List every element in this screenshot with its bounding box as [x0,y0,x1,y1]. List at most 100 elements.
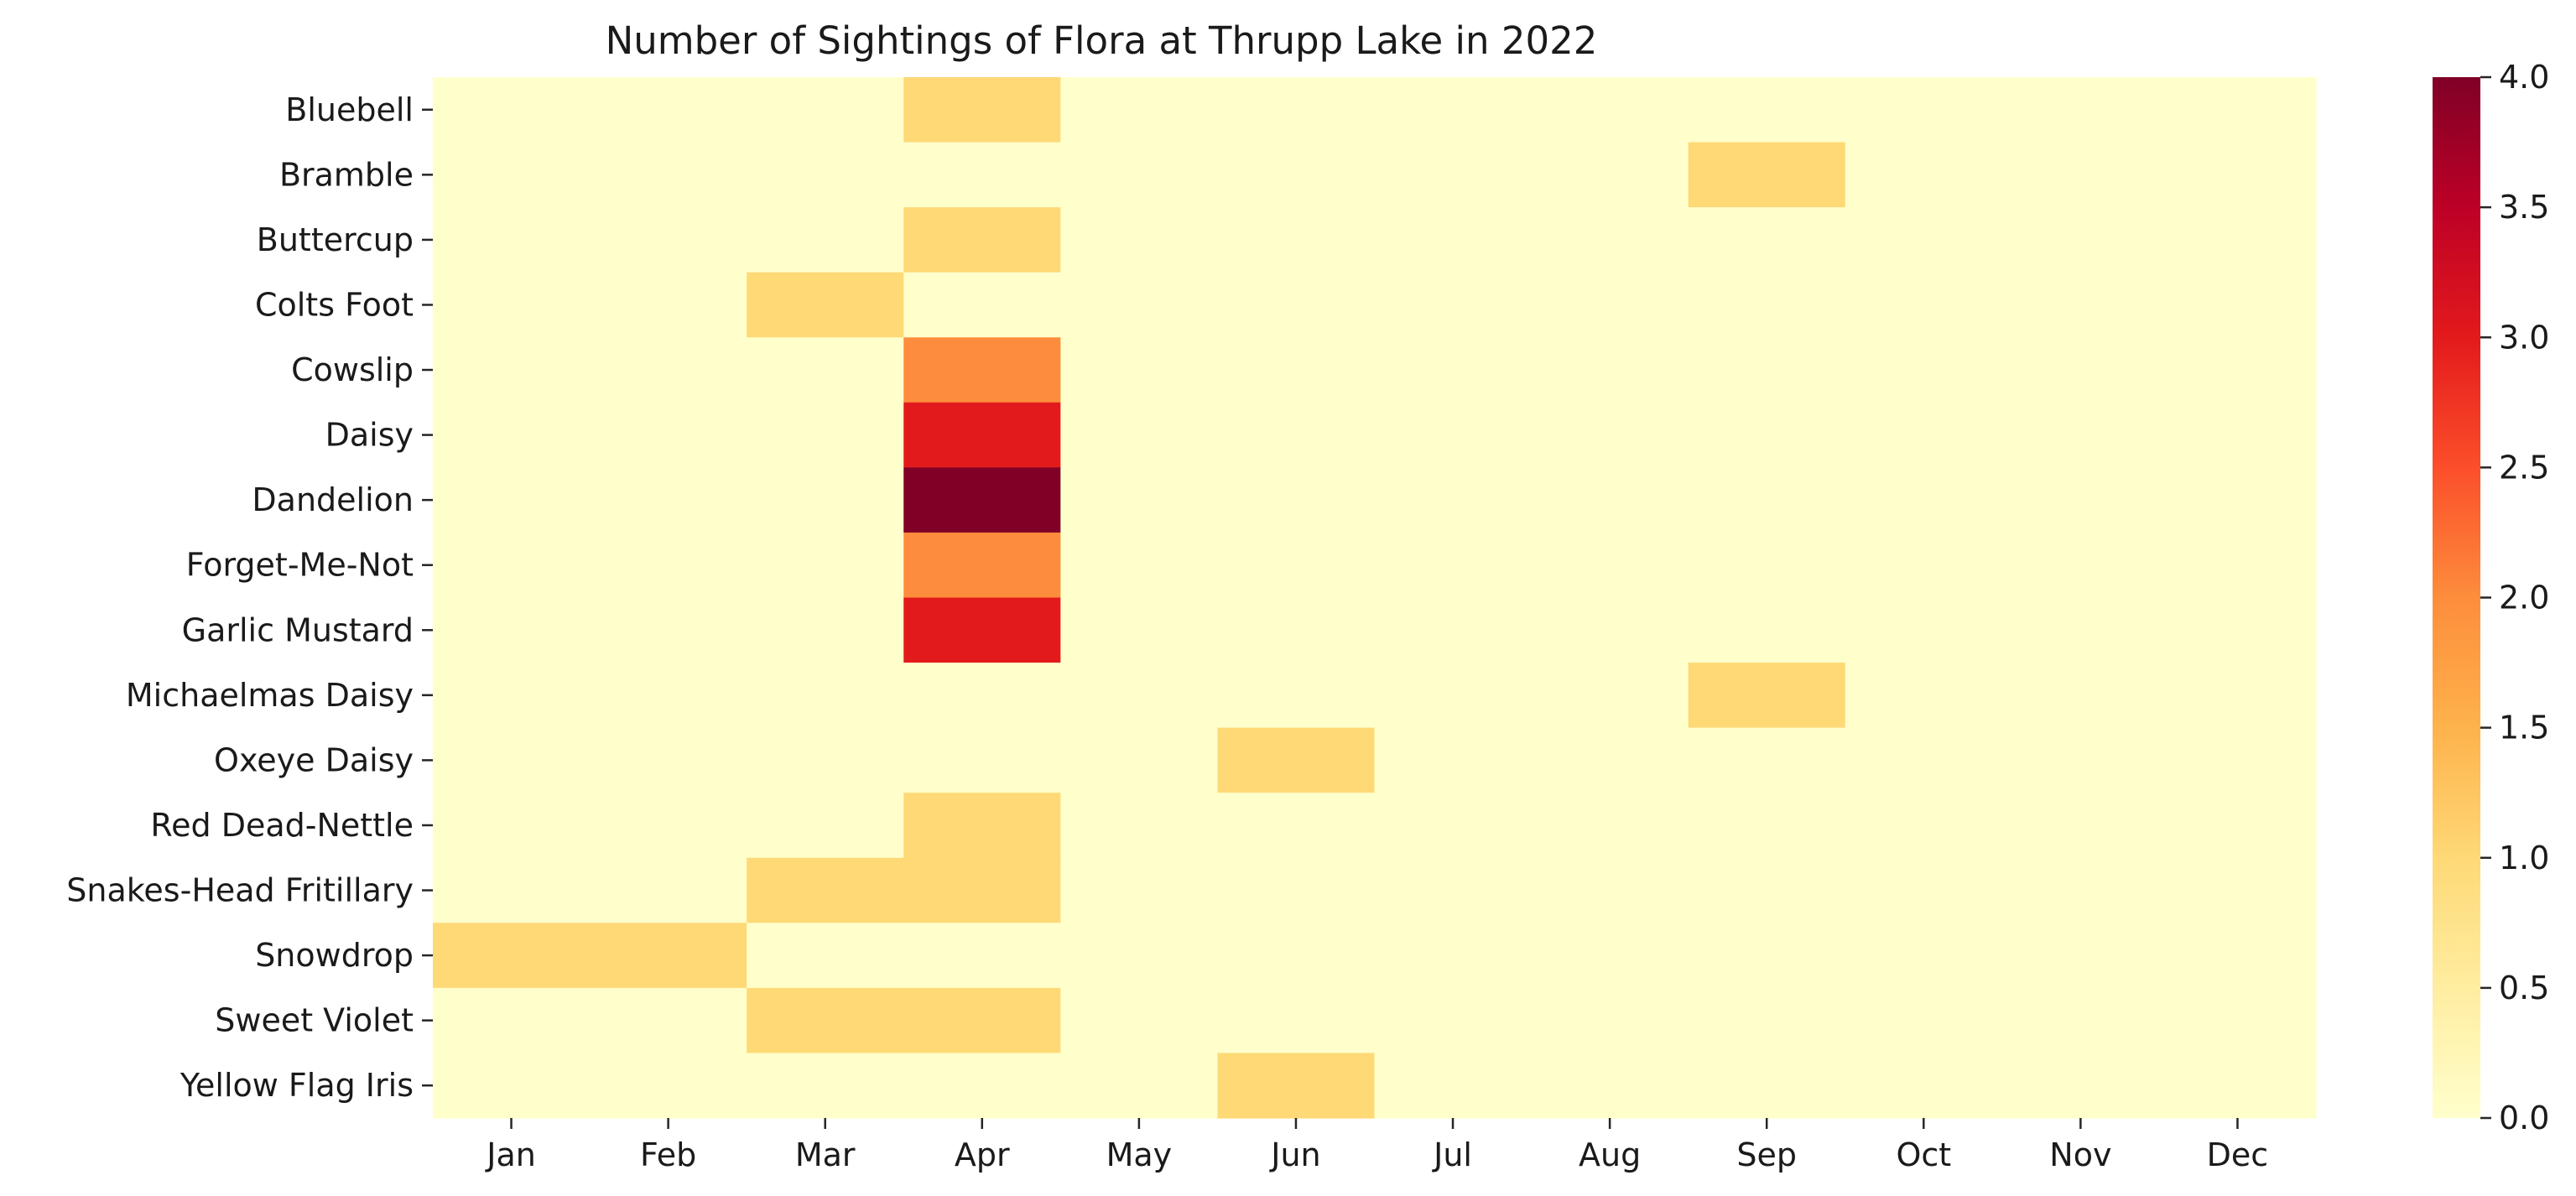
heatmap-cell [2001,793,2160,859]
heatmap-cell [433,142,591,208]
heatmap-cell [433,923,591,989]
heatmap-cell [1688,402,1846,468]
heatmap-cell [1374,857,1533,923]
heatmap-cell [2001,1053,2160,1119]
heatmap-cell [747,923,904,989]
y-tick-label: Michaelmas Daisy [126,677,414,714]
heatmap-cell [2158,77,2317,143]
heatmap-cell [1060,597,1219,663]
heatmap-cell [1531,467,1689,533]
heatmap-cell [1688,857,1846,923]
heatmap-cell [590,987,747,1054]
heatmap-cell [1688,272,1846,338]
heatmap-cell [433,987,591,1054]
y-tick-label: Buttercup [257,221,414,258]
heatmap-cell [590,337,747,403]
heatmap-cell [747,467,904,533]
x-tick-label: Apr [955,1136,1010,1173]
colorbar-tick-label: 1.5 [2499,710,2549,746]
heatmap-cell [2001,597,2160,663]
heatmap-cell [2158,1053,2317,1119]
heatmap-cell [1688,597,1846,663]
heatmap-cell [2001,337,2160,403]
heatmap-cell [590,142,747,208]
heatmap-cell [2158,337,2317,403]
heatmap-cell [1845,467,2003,533]
heatmap-cell [1531,663,1689,729]
heatmap-cell [1531,272,1689,338]
heatmap-cell [1688,1053,1846,1119]
heatmap-cell [1531,923,1689,989]
heatmap-cell [2158,142,2317,208]
heatmap-cell [590,272,747,338]
heatmap-cell [903,1053,1061,1119]
heatmap-cell [1060,77,1219,143]
heatmap-cell [1374,402,1533,468]
heatmap-cell [2001,207,2160,273]
heatmap-cell [2001,727,2160,793]
heatmap-cell [903,142,1061,208]
heatmap-cell [433,467,591,533]
heatmap-cell [903,532,1061,599]
x-tick-label: Nov [2049,1136,2111,1173]
heatmap-cell [1688,467,1846,533]
heatmap-cell [1060,1053,1219,1119]
heatmap-cell [1217,923,1376,989]
heatmap-cell [1688,142,1846,208]
heatmap-cell [1374,272,1533,338]
heatmap-cell [1845,857,2003,923]
heatmap-cell [1217,272,1376,338]
heatmap-cell [1688,923,1846,989]
heatmap-cell [590,663,747,729]
heatmap-cell [747,272,904,338]
heatmap-cell [590,923,747,989]
heatmap-cell [590,402,747,468]
heatmap-cell [1374,207,1533,273]
heatmap-cell [2158,987,2317,1054]
heatmap-cell [2158,597,2317,663]
heatmap-cell [1217,467,1376,533]
heatmap-cell [1060,402,1219,468]
heatmap-cell [2001,77,2160,143]
heatmap-cell [2001,142,2160,208]
colorbar-tick-label: 2.0 [2499,580,2549,616]
heatmap-cell [903,727,1061,793]
heatmap-cell [1217,727,1376,793]
heatmap-cell [747,793,904,859]
heatmap-cell [1217,987,1376,1054]
heatmap-cell [1688,793,1846,859]
heatmap-cell [1845,337,2003,403]
heatmap-cell [1374,77,1533,143]
heatmap-cell [2001,467,2160,533]
heatmap-cell [747,597,904,663]
y-tick-label: Bramble [279,156,414,193]
heatmap-cell [1374,532,1533,599]
heatmap-cell [1217,337,1376,403]
heatmap-cell [747,402,904,468]
heatmap-cell [433,597,591,663]
heatmap-cell [1845,532,2003,599]
heatmap-cell [2001,532,2160,599]
x-tick-label: May [1106,1136,1173,1173]
heatmap-cell [903,987,1061,1054]
heatmap-cell [1060,532,1219,599]
colorbar-gradient [2433,77,2480,1118]
heatmap-cell [1374,663,1533,729]
heatmap-cell [2158,857,2317,923]
heatmap-cell [747,1053,904,1119]
heatmap-cell [1217,77,1376,143]
heatmap-cell [1688,663,1846,729]
x-tick-label: Dec [2207,1136,2269,1173]
y-tick-label: Daisy [325,417,414,454]
heatmap-cell [1845,793,2003,859]
x-tick-label: Jan [485,1136,536,1173]
heatmap-cell [590,77,747,143]
heatmap-cell [433,532,591,599]
heatmap-cell [903,857,1061,923]
heatmap-cell [1217,1053,1376,1119]
heatmap-cell [590,857,747,923]
heatmap-cell [1845,923,2003,989]
heatmap-cell [2158,207,2317,273]
heatmap-cell [2158,532,2317,599]
colorbar-tick-label: 3.5 [2499,189,2549,226]
